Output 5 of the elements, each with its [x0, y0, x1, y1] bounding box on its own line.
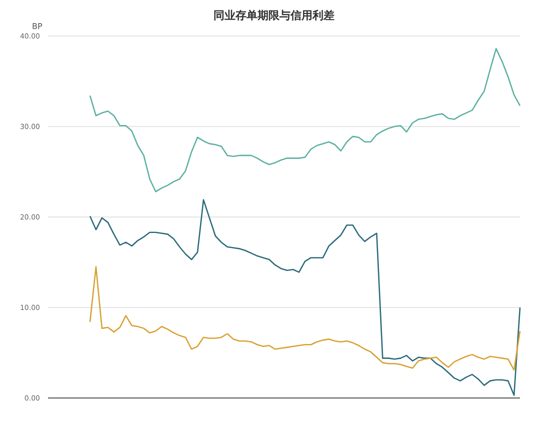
line-series: [89, 266, 521, 371]
line-series: [89, 199, 521, 396]
line-series: [89, 48, 521, 192]
y-axis-title: BP: [32, 22, 42, 31]
chart-title: 同业存单期限与信用利差: [214, 9, 334, 22]
